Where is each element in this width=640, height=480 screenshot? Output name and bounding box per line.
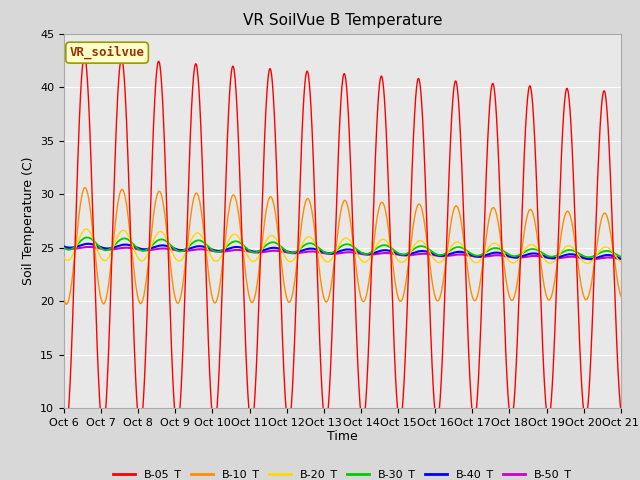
B-10_T (63, 301, 70, 307)
B-50_T (436, 253, 444, 259)
B-50_T (467, 253, 475, 259)
B-05_T (499, 276, 507, 282)
B-40_T (60, 244, 68, 250)
B-30_T (616, 253, 624, 259)
B-50_T (161, 246, 168, 252)
B-10_T (161, 208, 168, 214)
B-30_T (322, 250, 330, 256)
B-05_T (436, 390, 444, 396)
B-40_T (161, 242, 168, 248)
B-05_T (62, 426, 70, 432)
B-50_T (617, 256, 625, 262)
B-10_T (616, 291, 624, 297)
X-axis label: Time: Time (327, 431, 358, 444)
B-20_T (161, 232, 168, 238)
B-05_T (617, 408, 625, 413)
B-50_T (85, 244, 93, 250)
B-20_T (83, 226, 90, 232)
B-30_T (60, 245, 68, 251)
Line: B-40_T: B-40_T (64, 244, 621, 259)
B-30_T (436, 252, 444, 258)
B-50_T (322, 251, 330, 256)
B-40_T (617, 256, 625, 262)
B-30_T (161, 237, 168, 243)
B-50_T (616, 256, 624, 262)
B-10_T (468, 290, 476, 296)
B-40_T (586, 256, 594, 262)
B-40_T (499, 251, 507, 257)
Legend: B-05_T, B-10_T, B-20_T, B-30_T, B-40_T, B-50_T: B-05_T, B-10_T, B-20_T, B-30_T, B-40_T, … (108, 465, 577, 480)
B-05_T (616, 402, 624, 408)
B-20_T (467, 257, 475, 263)
B-20_T (436, 259, 444, 265)
B-50_T (60, 245, 68, 251)
B-20_T (499, 249, 507, 254)
B-40_T (322, 250, 330, 255)
B-10_T (81, 185, 89, 191)
B-40_T (84, 241, 92, 247)
B-20_T (616, 259, 624, 264)
B-30_T (585, 254, 593, 260)
B-30_T (499, 248, 507, 253)
B-20_T (617, 259, 625, 265)
B-30_T (467, 251, 475, 257)
Text: VR_soilvue: VR_soilvue (70, 46, 145, 60)
B-40_T (436, 253, 444, 259)
Line: B-10_T: B-10_T (64, 188, 621, 304)
Line: B-20_T: B-20_T (64, 229, 621, 264)
B-10_T (322, 299, 330, 305)
B-10_T (60, 296, 68, 302)
Line: B-30_T: B-30_T (64, 238, 621, 257)
B-20_T (584, 261, 591, 266)
B-05_T (81, 53, 88, 59)
Line: B-50_T: B-50_T (64, 247, 621, 259)
B-50_T (499, 253, 507, 259)
Y-axis label: Soil Temperature (C): Soil Temperature (C) (22, 156, 35, 285)
Line: B-05_T: B-05_T (64, 56, 621, 429)
B-40_T (616, 255, 624, 261)
B-20_T (322, 258, 330, 264)
B-20_T (60, 254, 68, 260)
B-10_T (617, 293, 625, 299)
Title: VR SoilVue B Temperature: VR SoilVue B Temperature (243, 13, 442, 28)
B-40_T (467, 252, 475, 258)
B-05_T (322, 421, 330, 427)
B-05_T (60, 417, 68, 423)
B-30_T (83, 235, 91, 240)
B-05_T (161, 136, 168, 142)
B-10_T (436, 292, 444, 298)
B-05_T (468, 400, 476, 406)
B-30_T (617, 254, 625, 260)
B-10_T (499, 254, 507, 260)
B-50_T (588, 256, 595, 262)
